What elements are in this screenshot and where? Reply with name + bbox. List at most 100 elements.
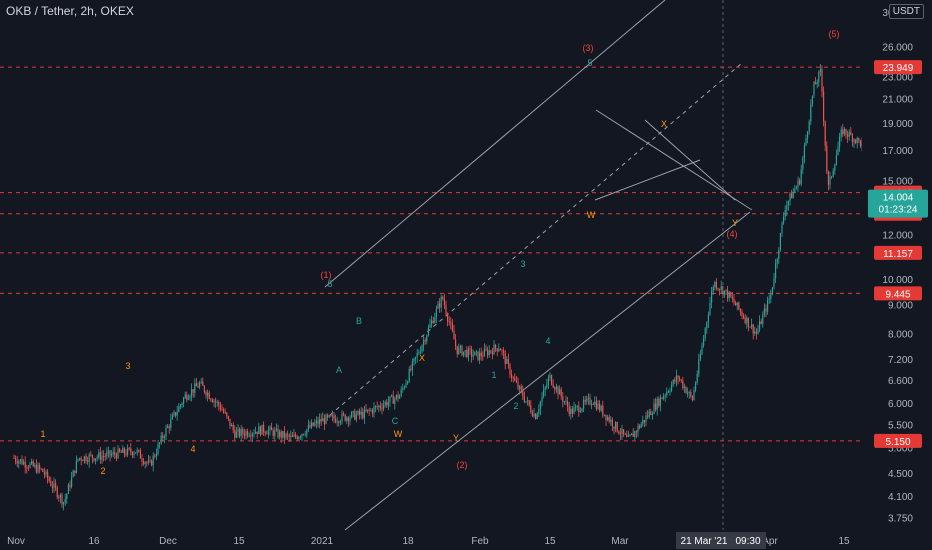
level-price-tag [874, 245, 922, 260]
candle-body [194, 383, 196, 393]
candle-body [370, 409, 372, 411]
candle-body [680, 379, 682, 381]
candle-body [565, 401, 567, 403]
candle-body [426, 335, 428, 342]
candle-body [672, 379, 674, 385]
candle-body [163, 436, 165, 439]
candle-body [554, 387, 556, 390]
candle-body [269, 426, 271, 431]
candle-body [819, 69, 821, 73]
price-tick-label: 6.600 [888, 376, 913, 387]
price-tick-label: 4.500 [888, 469, 913, 480]
candle-body [395, 394, 397, 399]
candle-body [773, 278, 775, 288]
price-tick-label: 21.000 [882, 95, 913, 106]
candle-body [195, 383, 197, 387]
candle-body [15, 458, 17, 462]
candle-body [74, 470, 76, 473]
candle-body [738, 302, 740, 310]
channel-lower-line [344, 211, 751, 531]
candle-body [378, 405, 380, 408]
candle-body [827, 171, 829, 185]
candle-body [749, 326, 751, 328]
candle-body [463, 351, 465, 356]
price-tick-label: 12.000 [882, 231, 913, 242]
candle-body [439, 303, 441, 308]
candle-body [834, 165, 836, 171]
candle-body [35, 464, 37, 473]
candle-body [66, 493, 68, 499]
candle-body [443, 299, 445, 306]
candle-body [379, 405, 381, 408]
price-axis [862, 0, 932, 550]
candle-body [805, 138, 807, 146]
candle-body [405, 383, 407, 388]
candle-body [183, 398, 185, 404]
candle-body [618, 431, 620, 434]
candle-body [186, 394, 188, 400]
candle-body [856, 137, 858, 143]
candle-body [632, 433, 634, 437]
candle-body [714, 281, 716, 288]
candle-body [178, 406, 180, 412]
candle-body [563, 401, 565, 403]
wave-label-sub: 1 [40, 429, 45, 439]
candle-body [643, 420, 645, 422]
currency-badge[interactable]: USDT [888, 4, 924, 19]
candle-body [858, 137, 860, 141]
candle-body [343, 413, 345, 415]
candle-body [623, 429, 625, 434]
candle-body [83, 456, 85, 462]
candle-body [495, 344, 497, 349]
candle-body [131, 452, 133, 456]
candle-body [547, 377, 549, 385]
candle-body [189, 396, 191, 399]
candle-body [539, 401, 541, 410]
candle-body [509, 364, 511, 375]
candle-body [34, 464, 36, 467]
candle-body [141, 458, 143, 462]
price-tick-label: 7.200 [888, 355, 913, 366]
candle-body [549, 375, 551, 378]
candle-body [397, 394, 399, 399]
candle-body [179, 404, 181, 407]
candle-body [704, 328, 706, 339]
candle-body [171, 415, 173, 420]
candle-body [423, 340, 425, 346]
candle-body [743, 315, 745, 318]
candle-body [765, 308, 767, 312]
candle-body [453, 330, 455, 340]
candle-body [314, 423, 316, 426]
candle-body [275, 428, 277, 431]
candle-body [98, 452, 100, 457]
candle-body [421, 345, 423, 352]
candle-body [551, 375, 553, 385]
wave-label-sub: X [661, 119, 667, 129]
candle-body [610, 419, 612, 422]
candle-body [535, 413, 537, 420]
candle-body [555, 386, 557, 390]
candle-body [520, 386, 522, 391]
candle-body [467, 348, 469, 358]
candle-body [267, 430, 269, 435]
level-price-tag [874, 60, 922, 75]
candle-body [626, 434, 628, 437]
candle-body [272, 430, 274, 436]
candle-body [80, 457, 82, 461]
candle-body [581, 408, 583, 412]
candle-body [304, 434, 306, 436]
candle-body [655, 403, 657, 410]
candle-body [456, 345, 458, 354]
candle-body [48, 478, 50, 482]
candle-body [109, 450, 111, 456]
candle-body [384, 401, 386, 405]
candle-body [461, 346, 463, 356]
candle-body [792, 191, 794, 199]
candle-body [784, 210, 786, 217]
candle-body [807, 131, 809, 139]
candle-body [847, 134, 849, 137]
candle-body [483, 349, 485, 357]
candle-body [63, 502, 65, 505]
candle-body [839, 136, 841, 148]
